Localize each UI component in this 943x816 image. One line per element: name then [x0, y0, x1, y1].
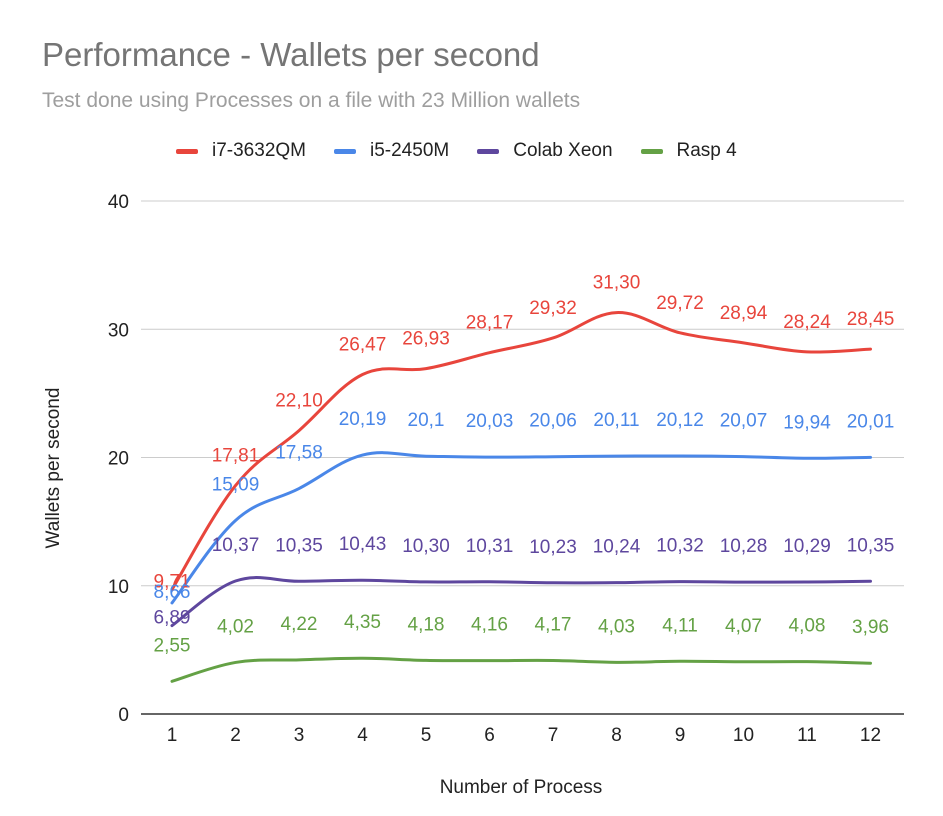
data-label-colab-xeon: 10,43 [339, 534, 387, 555]
x-tick-label: 11 [797, 725, 817, 746]
legend-item-rasp-4[interactable]: Rasp 4 [640, 140, 737, 162]
chart-legend: i7-3632QM i5-2450M Colab Xeon Rasp 4 [176, 140, 765, 162]
data-label-colab-xeon: 10,30 [402, 536, 450, 557]
x-tick-label: 4 [357, 725, 368, 746]
data-label-i7-3632qm: 28,94 [720, 303, 768, 324]
legend-swatch [334, 148, 356, 154]
legend-swatch [477, 148, 500, 154]
data-label-colab-xeon: 10,24 [593, 537, 641, 558]
data-label-colab-xeon: 6,89 [154, 608, 191, 629]
data-label-rasp-4: 4,03 [598, 616, 635, 637]
y-tick-label: 30 [108, 320, 129, 341]
legend-swatch [640, 148, 663, 154]
x-tick-label: 8 [611, 725, 622, 746]
x-tick-label: 1 [167, 725, 178, 746]
data-label-i7-3632qm: 9,71 [154, 571, 191, 592]
x-tick-label: 2 [230, 725, 241, 746]
data-label-rasp-4: 4,02 [217, 616, 254, 637]
x-tick-label: 5 [421, 725, 432, 746]
data-label-colab-xeon: 10,31 [466, 536, 514, 557]
series-lines [170, 311, 872, 683]
data-label-i7-3632qm: 22,10 [275, 391, 323, 412]
data-label-i5-2450m: 20,07 [720, 411, 768, 432]
x-tick-label: 3 [294, 725, 305, 746]
data-label-i7-3632qm: 31,30 [593, 273, 641, 294]
legend-label: Colab Xeon [513, 140, 613, 161]
data-label-i5-2450m: 20,01 [847, 411, 895, 432]
data-label-i5-2450m: 20,03 [466, 411, 514, 432]
data-label-rasp-4: 2,55 [154, 635, 191, 656]
chart-title: Performance - Wallets per second [42, 36, 540, 73]
legend-swatch [176, 148, 198, 154]
x-tick-label: 12 [860, 725, 881, 746]
data-labels: 9,71 17,81 22,10 26,47 26,93 28,17 29,32 31,30 2… [154, 273, 895, 657]
legend-label: Rasp 4 [676, 140, 737, 161]
x-axis-title: Number of Process [440, 777, 603, 798]
data-label-i5-2450m: 20,12 [656, 410, 704, 431]
data-label-i5-2450m: 20,06 [529, 411, 577, 432]
data-label-colab-xeon: 10,37 [212, 535, 260, 556]
series-line-colab-xeon [170, 576, 872, 628]
data-label-i5-2450m: 20,11 [593, 410, 639, 431]
data-label-rasp-4: 4,08 [789, 616, 826, 637]
data-label-i5-2450m: 17,58 [275, 443, 323, 464]
x-tick-label: 10 [733, 725, 754, 746]
data-label-rasp-4: 3,96 [852, 617, 889, 638]
data-label-i7-3632qm: 26,93 [402, 329, 450, 350]
y-tick-label: 20 [108, 449, 129, 470]
data-label-colab-xeon: 10,29 [783, 536, 831, 557]
legend-item-colab-xeon[interactable]: Colab Xeon [477, 140, 613, 162]
data-label-i5-2450m: 20,19 [339, 409, 387, 430]
data-label-colab-xeon: 10,23 [529, 537, 577, 558]
data-label-colab-xeon: 10,35 [275, 535, 323, 556]
data-label-i5-2450m: 20,1 [408, 410, 445, 431]
x-tick-label: 7 [548, 725, 559, 746]
data-label-i7-3632qm: 29,72 [656, 293, 704, 314]
data-label-colab-xeon: 10,32 [656, 536, 704, 557]
data-label-i5-2450m: 15,09 [212, 474, 260, 495]
chart-subtitle: Test done using Processes on a file with… [42, 89, 581, 112]
data-label-rasp-4: 4,18 [408, 614, 445, 635]
data-label-i5-2450m: 19,94 [783, 412, 831, 433]
x-tick-label: 6 [484, 725, 495, 746]
data-label-i7-3632qm: 17,81 [212, 446, 260, 467]
legend-label: i7-3632QM [212, 140, 306, 161]
y-tick-label: 0 [118, 705, 129, 726]
data-label-i7-3632qm: 28,17 [466, 313, 514, 334]
data-label-i5-2450m: 8,66 [154, 582, 191, 603]
legend-label: i5-2450M [370, 140, 450, 161]
data-label-rasp-4: 4,11 [662, 615, 698, 636]
x-tick-label: 9 [675, 725, 686, 746]
series-line-i7-3632qm [170, 311, 872, 591]
y-tick-label: 10 [108, 577, 129, 598]
data-label-i7-3632qm: 28,45 [847, 309, 895, 330]
data-label-colab-xeon: 10,35 [847, 535, 895, 556]
data-label-colab-xeon: 10,28 [720, 536, 768, 557]
y-axis-title: Wallets per second [43, 388, 64, 549]
data-label-rasp-4: 4,22 [281, 614, 318, 635]
series-line-rasp-4 [170, 656, 872, 683]
data-label-i7-3632qm: 26,47 [339, 335, 387, 356]
data-label-rasp-4: 4,17 [535, 615, 572, 636]
data-label-rasp-4: 4,35 [344, 612, 381, 633]
series-line-i5-2450m [170, 451, 872, 605]
legend-item-i5[interactable]: i5-2450M [334, 140, 449, 162]
data-label-rasp-4: 4,07 [725, 616, 762, 637]
data-label-i7-3632qm: 29,32 [529, 298, 577, 319]
data-label-rasp-4: 4,16 [471, 615, 508, 636]
y-tick-label: 40 [108, 192, 129, 213]
data-label-i7-3632qm: 28,24 [783, 312, 831, 333]
legend-item-i7[interactable]: i7-3632QM [176, 140, 306, 162]
